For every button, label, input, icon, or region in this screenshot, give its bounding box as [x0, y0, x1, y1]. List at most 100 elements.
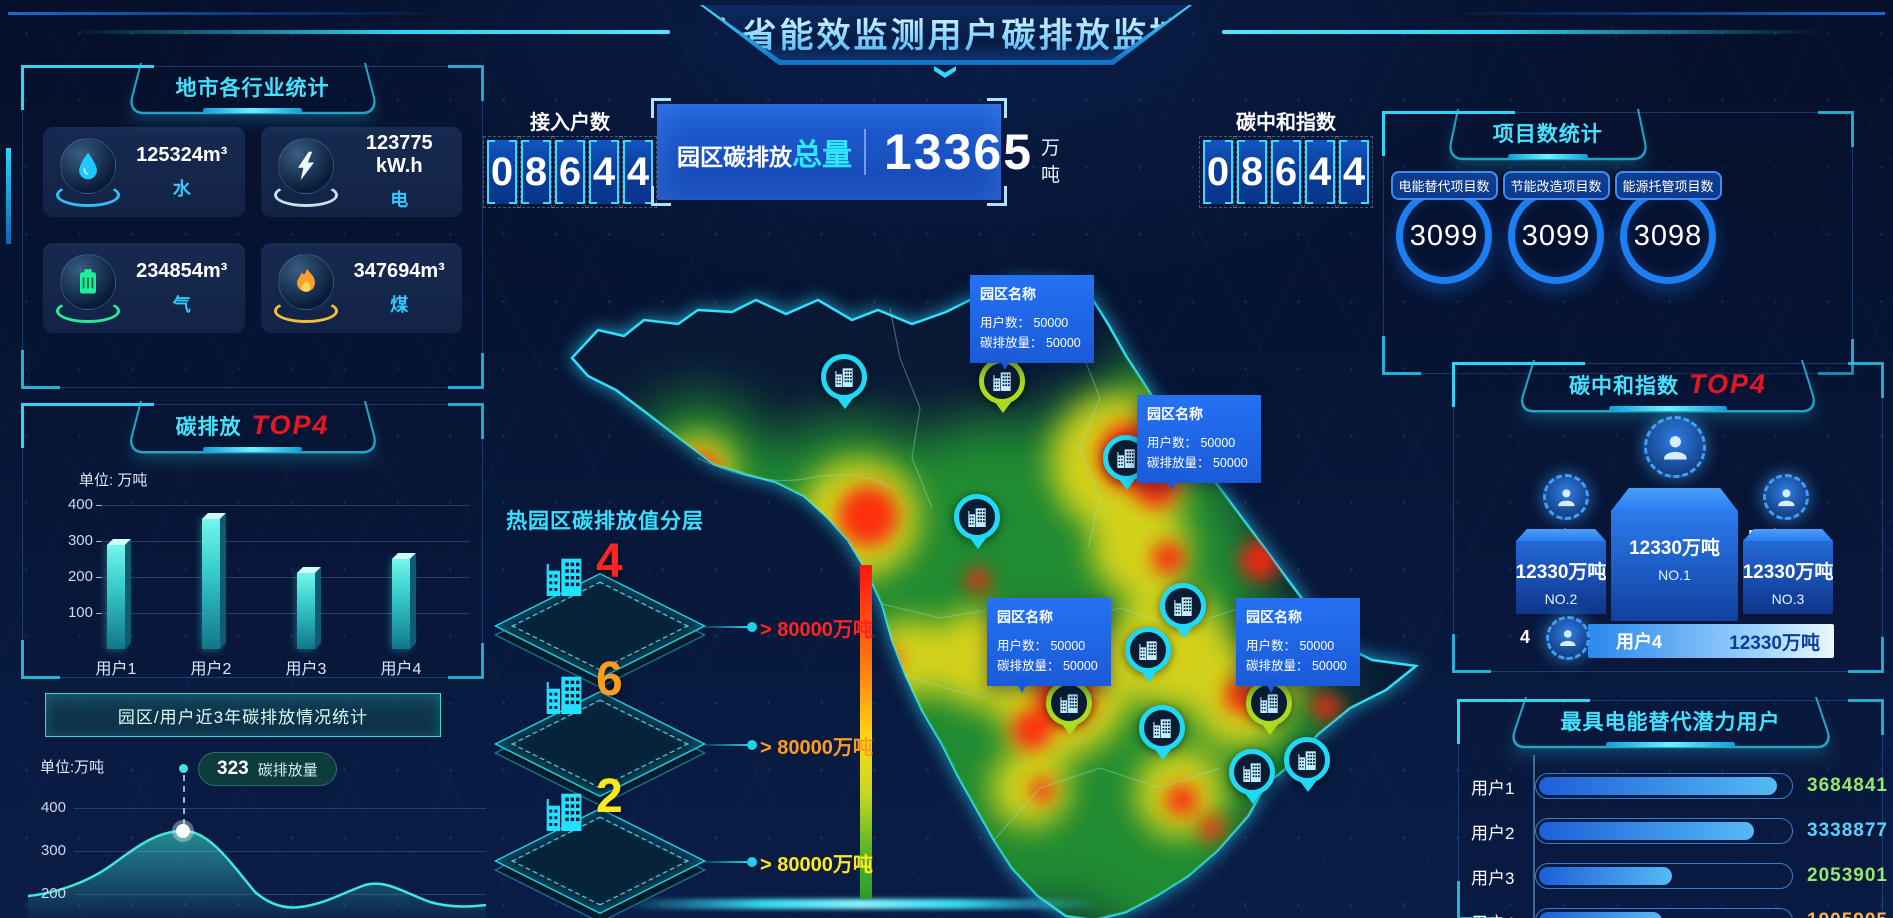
map-pin[interactable]	[1229, 749, 1277, 809]
trend-tooltip-label: 碳排放量	[257, 761, 318, 779]
province-heatmap: 园区名称 用户数： 50000 碳排放量： 50000 园区名称 用户数： 50000 碳…	[560, 228, 1440, 918]
pin-tip	[1061, 723, 1079, 744]
digit-box: 4	[1301, 136, 1339, 208]
user-label: 用户4	[1471, 909, 1529, 918]
digit-box: 6	[1267, 136, 1305, 208]
pin-tip	[836, 397, 854, 418]
project-label-badge: 电能替代项目数	[1390, 171, 1498, 200]
map-pin[interactable]	[1160, 583, 1208, 643]
fourth-value: 12330万吨	[1729, 632, 1820, 654]
tooltip-dashed-line	[183, 775, 185, 825]
gridline	[74, 808, 486, 809]
connected-count-label: 接入户数	[530, 112, 610, 134]
pin-tip	[1261, 723, 1279, 744]
bar-value: 3338877	[1807, 820, 1888, 841]
panel-title-projects: 项目数统计	[1446, 109, 1650, 161]
panel-project-stats: 项目数统计 电能替代项目数 3099 节能改造项目数 3099 能源托管项目数 3098	[1382, 109, 1854, 375]
user-avatar-third	[1763, 474, 1809, 520]
stat-card: 234854m³ 气	[43, 243, 245, 333]
trend-area-svg	[28, 829, 486, 918]
project-stat: 能源托管项目数 3098	[1614, 171, 1722, 284]
map-pin[interactable]	[1046, 680, 1094, 740]
user-avatar-fourth	[1546, 616, 1590, 660]
stat-text: 347694m³ 煤	[351, 260, 449, 317]
trend-stats-button[interactable]: 园区/用户近3年碳排放情况统计	[45, 693, 441, 737]
total-emission-unit: 万吨	[1041, 138, 1061, 186]
bar	[107, 545, 125, 649]
stat-card: 123775 kW.h 电	[260, 127, 462, 217]
pin-tip	[1118, 478, 1136, 499]
tooltip-title: 园区名称	[997, 609, 1053, 625]
pin-circle	[1284, 737, 1330, 783]
industry-cards: 125324m³ 水 123775 kW.h 电 234854m³ 气 347694m³ 煤	[43, 127, 462, 333]
pin-circle	[1160, 583, 1206, 629]
top-right-deco-line	[1465, 12, 1885, 15]
digit-box: 4	[1335, 136, 1373, 208]
x-tick-label: 用户4	[380, 661, 422, 678]
digit-box: 6	[551, 136, 589, 208]
bar-track	[1535, 908, 1793, 918]
bar	[202, 519, 220, 649]
podium-top-first	[1611, 488, 1738, 511]
pin-tip	[1140, 670, 1158, 691]
panel-title-potential: 最具电能替代潜力用户	[1507, 697, 1834, 749]
bottom-glow-deco	[620, 899, 1100, 909]
total-emission-panel: 园区碳排放总量 13365 万吨	[651, 98, 1060, 206]
icon-ring	[273, 183, 338, 207]
potential-row: 用户2 3338877	[1471, 816, 1887, 846]
pin-circle	[1046, 680, 1092, 726]
map-pin[interactable]	[821, 354, 869, 414]
project-stat: 节能改造项目数 3099	[1502, 171, 1610, 284]
bar	[392, 559, 410, 649]
map-pin[interactable]	[1125, 627, 1173, 687]
bar-fill	[1539, 912, 1662, 918]
fourth-rank-bar: 用户4 12330万吨	[1588, 624, 1834, 658]
tooltip-title: 园区名称	[980, 286, 1036, 302]
pin-tip	[1175, 626, 1193, 647]
heat-gradient-bar	[860, 565, 872, 899]
map-pin[interactable]	[1284, 737, 1332, 797]
tooltip-users-row: 用户数： 50000	[980, 316, 1069, 330]
tooltip-title: 园区名称	[1246, 609, 1302, 625]
project-count-circle: 3099	[1396, 188, 1492, 284]
icon-ring	[273, 299, 338, 323]
panel-industry-stats: 地市各行业统计 125324m³ 水 123775 kW.h 电 234854m³ 气 34…	[21, 63, 484, 389]
gas-icon	[56, 252, 121, 324]
trend-tooltip: 323 碳排放量	[198, 752, 337, 786]
x-tick-label: 用户2	[190, 661, 232, 678]
panel-title-emission-top4: 碳排放 TOP4	[125, 401, 380, 454]
stat-value: 125324m³	[136, 143, 228, 166]
gridline	[74, 894, 486, 895]
map-pin[interactable]	[954, 494, 1002, 554]
tooltip-title: 园区名称	[1147, 406, 1203, 422]
y-tick-label: 200	[40, 885, 66, 902]
connector-line	[704, 857, 757, 867]
tooltip-users-row: 用户数： 50000	[1147, 436, 1236, 450]
project-stat: 电能替代项目数 3099	[1390, 171, 1498, 284]
pin-circle	[821, 354, 867, 400]
connector-line	[704, 622, 757, 632]
second-value: 12330万吨	[1515, 562, 1607, 583]
pin-tip	[1154, 748, 1172, 769]
neutrality-index-label: 碳中和指数	[1236, 112, 1336, 134]
y-tick-label: 400	[67, 496, 93, 513]
user-avatar-first	[1644, 416, 1706, 478]
map-tooltip: 园区名称 用户数： 50000 碳排放量： 50000	[1236, 598, 1360, 693]
pin-circle	[1139, 705, 1185, 751]
bar	[297, 573, 315, 649]
podium-top-second	[1516, 529, 1606, 541]
third-rank: NO.3	[1771, 591, 1805, 607]
tooltip-users-row: 用户数： 50000	[997, 639, 1086, 653]
map-pin[interactable]	[1139, 705, 1187, 765]
y-tick-label: 300	[67, 532, 93, 549]
panel-potential-users: 最具电能替代潜力用户 用户1 3684841 用户2 3338877 用户3 205390…	[1457, 697, 1887, 918]
stat-text: 123775 kW.h 电	[351, 132, 449, 212]
top4-highlight: TOP4	[1688, 369, 1768, 399]
tooltip-emission-row: 碳排放量： 50000	[1246, 659, 1347, 673]
panel-emission-top4: 碳排放 TOP4 单位: 万吨 400 300 200 100 用户1 用户2 用户3 用户4	[21, 401, 484, 679]
tooltip-anchor-dot	[179, 764, 188, 773]
y-tick-label: 200	[67, 568, 93, 585]
digit-box: 4	[585, 136, 623, 208]
